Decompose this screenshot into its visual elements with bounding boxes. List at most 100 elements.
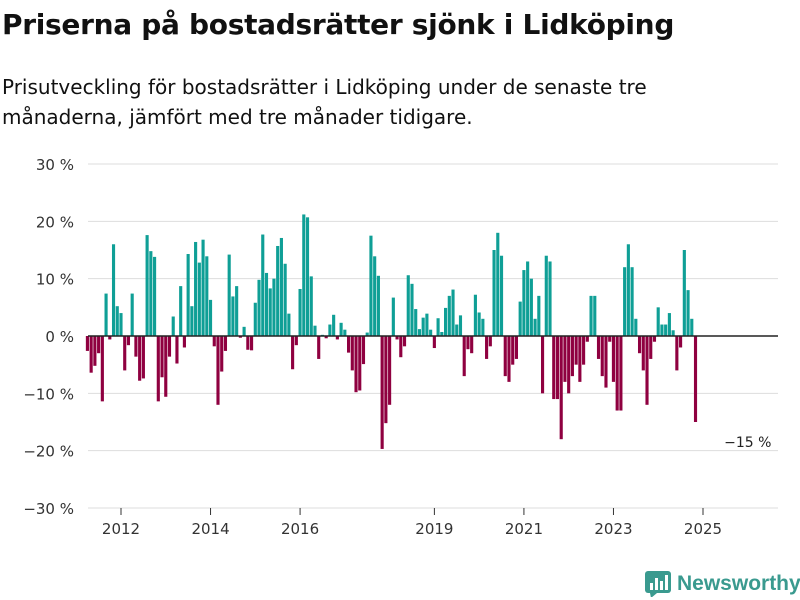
bar-negative bbox=[223, 336, 228, 351]
bar-positive bbox=[660, 324, 664, 336]
bar-positive bbox=[153, 256, 157, 336]
chart-title: Priserna på bostadsrätter sjönk i Lidköp… bbox=[2, 8, 675, 41]
bar-negative bbox=[485, 336, 489, 359]
bar-positive bbox=[264, 272, 269, 336]
bar-negative bbox=[693, 336, 698, 422]
bar-positive bbox=[473, 294, 477, 336]
bar-negative bbox=[350, 336, 354, 371]
bar-negative bbox=[649, 336, 653, 359]
bar-positive bbox=[171, 316, 175, 336]
bar-positive bbox=[496, 232, 500, 336]
bar-positive bbox=[365, 332, 369, 336]
bar-positive bbox=[593, 295, 597, 336]
bar-positive bbox=[208, 299, 213, 336]
bar-negative bbox=[160, 336, 164, 378]
y-tick-label: 20 % bbox=[36, 213, 74, 231]
bar-positive bbox=[436, 318, 440, 336]
bar-positive bbox=[339, 322, 343, 336]
bar-positive bbox=[104, 293, 108, 336]
bar-positive bbox=[298, 288, 302, 336]
bar-positive bbox=[667, 313, 671, 336]
bar-negative bbox=[679, 336, 683, 348]
bar-positive bbox=[492, 250, 496, 336]
bar-positive bbox=[671, 330, 675, 336]
bar-negative bbox=[100, 336, 104, 402]
bar-positive bbox=[149, 251, 153, 336]
bar-negative bbox=[432, 336, 436, 349]
bar-positive bbox=[623, 267, 627, 336]
bar-positive bbox=[257, 279, 261, 336]
bar-positive bbox=[421, 317, 425, 336]
bar-negative bbox=[395, 336, 399, 340]
bar-positive bbox=[544, 255, 548, 336]
bar-positive bbox=[194, 241, 198, 336]
bar-positive bbox=[626, 244, 630, 336]
bar-negative bbox=[645, 336, 649, 405]
bar-positive bbox=[518, 301, 522, 336]
bar-positive bbox=[690, 318, 694, 336]
bar-negative bbox=[514, 336, 519, 359]
bar-positive bbox=[283, 263, 287, 336]
bar-positive bbox=[186, 254, 190, 336]
bar-negative bbox=[652, 336, 657, 342]
bar-negative bbox=[89, 336, 93, 373]
value-annotation: −15 % bbox=[724, 435, 771, 451]
x-tick-label: 2025 bbox=[684, 520, 722, 538]
bar-negative bbox=[567, 336, 571, 394]
bar-negative bbox=[354, 336, 358, 393]
bar-positive bbox=[305, 217, 310, 336]
y-tick-label: −20 % bbox=[23, 443, 74, 461]
bar-positive bbox=[529, 278, 533, 336]
bar-positive bbox=[272, 278, 276, 336]
bar-negative bbox=[503, 336, 507, 377]
bar-negative bbox=[85, 336, 89, 351]
bar-positive bbox=[447, 295, 451, 336]
y-tick-label: 30 % bbox=[36, 156, 74, 174]
bar-negative bbox=[294, 336, 298, 346]
bar-negative bbox=[347, 336, 351, 353]
bar-negative bbox=[470, 336, 474, 354]
bar-negative bbox=[220, 336, 224, 372]
bar-positive bbox=[429, 329, 433, 336]
bar-positive bbox=[455, 324, 459, 336]
bar-negative bbox=[361, 336, 366, 365]
bar-negative bbox=[250, 336, 254, 351]
bar-positive bbox=[406, 275, 410, 336]
bar-negative bbox=[291, 336, 295, 370]
bar-negative bbox=[578, 336, 582, 382]
bar-negative bbox=[182, 336, 186, 348]
bar-positive bbox=[242, 326, 246, 336]
bar-negative bbox=[555, 336, 560, 400]
bar-negative bbox=[604, 336, 608, 388]
x-tick-label: 2014 bbox=[191, 520, 229, 538]
newsworthy-logo[interactable]: Newsworthy bbox=[645, 569, 800, 599]
bar-positive bbox=[458, 315, 463, 336]
bar-positive bbox=[391, 297, 395, 336]
bar-positive bbox=[287, 313, 291, 336]
bar-positive bbox=[190, 306, 194, 336]
bar-positive bbox=[369, 235, 373, 336]
bar-positive bbox=[313, 325, 317, 336]
bar-negative bbox=[134, 336, 138, 357]
bar-negative bbox=[511, 336, 515, 365]
bar-positive bbox=[537, 295, 541, 336]
bar-negative bbox=[175, 336, 179, 364]
bar-positive bbox=[376, 275, 380, 336]
bar-positive bbox=[425, 313, 429, 336]
bar-positive bbox=[130, 293, 134, 336]
bar-positive bbox=[414, 309, 418, 336]
bar-positive bbox=[205, 256, 209, 336]
bar-negative bbox=[585, 336, 589, 342]
bar-positive bbox=[328, 324, 332, 336]
bar-negative bbox=[216, 336, 220, 405]
bar-negative bbox=[675, 336, 679, 371]
bar-negative bbox=[641, 336, 645, 371]
bar-negative bbox=[317, 336, 321, 359]
y-axis-ticks: 30 % 20 % 10 % 0 % −10 % −20 % −30 % bbox=[23, 156, 74, 518]
bar-negative bbox=[507, 336, 511, 382]
bar-negative bbox=[358, 336, 362, 391]
brand-name: Newsworthy bbox=[677, 572, 800, 595]
annotations: −15 % bbox=[724, 435, 771, 451]
bar-positive bbox=[373, 256, 377, 336]
